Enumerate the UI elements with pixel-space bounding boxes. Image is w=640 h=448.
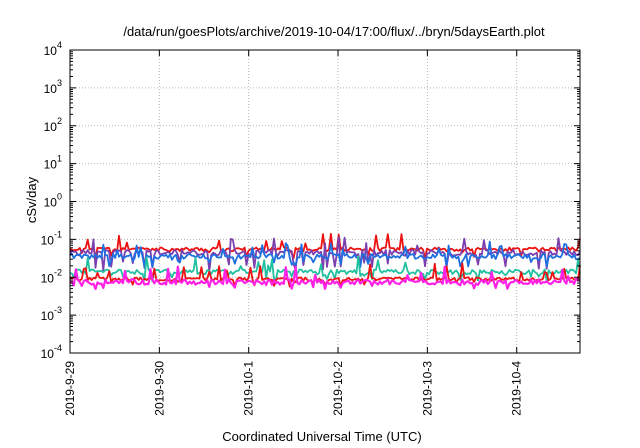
chart-title: /data/run/goesPlots/archive/2019-10-04/1… <box>123 24 545 39</box>
y-tick-label: 10-3 <box>41 305 62 323</box>
x-axis-label: Coordinated Universal Time (UTC) <box>222 429 421 444</box>
y-tick-label: 103 <box>44 78 62 96</box>
y-axis: 10-4 10-3 10-2 10-1 100 101 102 103 104 <box>41 40 580 361</box>
x-tick-label: 2019-10-2 <box>331 361 345 416</box>
y-tick-label: 10-2 <box>41 267 62 285</box>
x-tick-label: 2019-10-4 <box>510 361 524 416</box>
series-line <box>69 240 581 269</box>
grid-lines <box>70 50 580 353</box>
x-tick-label: 2019-9-30 <box>152 361 166 416</box>
x-tick-label: 2019-9-29 <box>63 361 77 416</box>
y-tick-label: 10-4 <box>41 343 62 361</box>
y-tick-label: 101 <box>44 154 62 172</box>
y-tick-label: 100 <box>44 192 62 210</box>
series-group <box>69 232 581 291</box>
x-tick-label: 2019-10-3 <box>420 361 434 416</box>
series-line <box>69 236 581 273</box>
y-axis-label: cSv/day <box>24 176 39 223</box>
y-tick-label: 102 <box>44 116 62 134</box>
x-axis: 2019-9-29 2019-9-30 2019-10-1 2019-10-2 2019… <box>63 50 524 416</box>
x-tick-label: 2019-10-1 <box>242 361 256 416</box>
series-line <box>69 265 581 291</box>
y-tick-label: 104 <box>44 40 62 58</box>
y-tick-label: 10-1 <box>41 229 62 247</box>
